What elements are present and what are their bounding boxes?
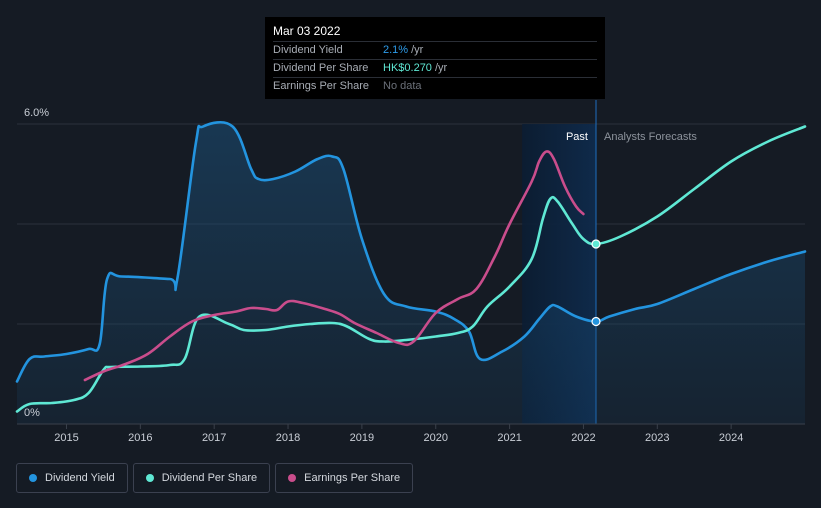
earnings-per-share-line: [83, 150, 585, 382]
y-tick-label: 6.0%: [24, 107, 49, 119]
circle-dot-icon: [288, 474, 297, 482]
forecast-label: Analysts Forecasts: [604, 131, 697, 143]
legend-label: Dividend Yield: [45, 472, 115, 484]
tooltip-value: HK$0.270: [383, 62, 432, 74]
tooltip-row-dividend-yield: Dividend Yield 2.1% /yr: [273, 41, 597, 59]
x-tick-label: 2016: [128, 432, 152, 444]
chart-tooltip: Mar 03 2022 Dividend Yield 2.1% /yr Divi…: [265, 17, 605, 99]
x-tick-label: 2022: [571, 432, 595, 444]
legend-label: Earnings Per Share: [304, 472, 401, 484]
y-tick-label: 0%: [24, 407, 40, 419]
chart-series: [15, 120, 807, 425]
chart-legend: Dividend Yield Dividend Per Share Earnin…: [16, 463, 414, 493]
dividend-per-share-highlight-point: [591, 239, 601, 249]
tooltip-unit: /yr: [434, 62, 448, 74]
legend-item-dividend-per-share[interactable]: Dividend Per Share: [132, 463, 271, 493]
x-tick-label: 2024: [719, 432, 743, 444]
chart-axes: 2015 2016 2017 2018 2019 2020 2021 2022 2023 2024…: [17, 107, 805, 444]
tooltip-value: No data: [383, 80, 422, 92]
x-tick-label: 2015: [54, 432, 78, 444]
legend-item-dividend-yield[interactable]: Dividend Yield: [16, 463, 128, 493]
x-tick-label: 2017: [202, 432, 226, 444]
x-tick-label: 2019: [350, 432, 374, 444]
circle-dot-icon: [145, 474, 154, 482]
tooltip-label: Earnings Per Share: [273, 80, 369, 92]
dividend-yield-highlight-point: [591, 316, 601, 327]
tooltip-row-earnings-per-share: Earnings Per Share No data: [273, 77, 597, 95]
x-tick-label: 2018: [276, 432, 300, 444]
x-tick-label: 2023: [645, 432, 669, 444]
dividend-yield-area: [17, 122, 805, 425]
circle-dot-icon: [29, 474, 37, 482]
tooltip-label: Dividend Yield: [273, 44, 343, 56]
region-labels: Past Analysts Forecasts: [566, 131, 697, 143]
tooltip-value: 2.1%: [383, 44, 409, 56]
x-tick-label: 2020: [423, 432, 447, 444]
tooltip-row-dividend-per-share: Dividend Per Share HK$0.270 /yr: [273, 59, 597, 77]
tooltip-label: Dividend Per Share: [273, 62, 369, 74]
x-tick-label: 2021: [497, 432, 521, 444]
past-label: Past: [566, 131, 588, 143]
tooltip-date: Mar 03 2022: [273, 24, 341, 38]
tooltip-unit: /yr: [411, 44, 424, 56]
legend-label: Dividend Per Share: [161, 472, 258, 484]
legend-item-earnings-per-share[interactable]: Earnings Per Share: [275, 463, 414, 493]
